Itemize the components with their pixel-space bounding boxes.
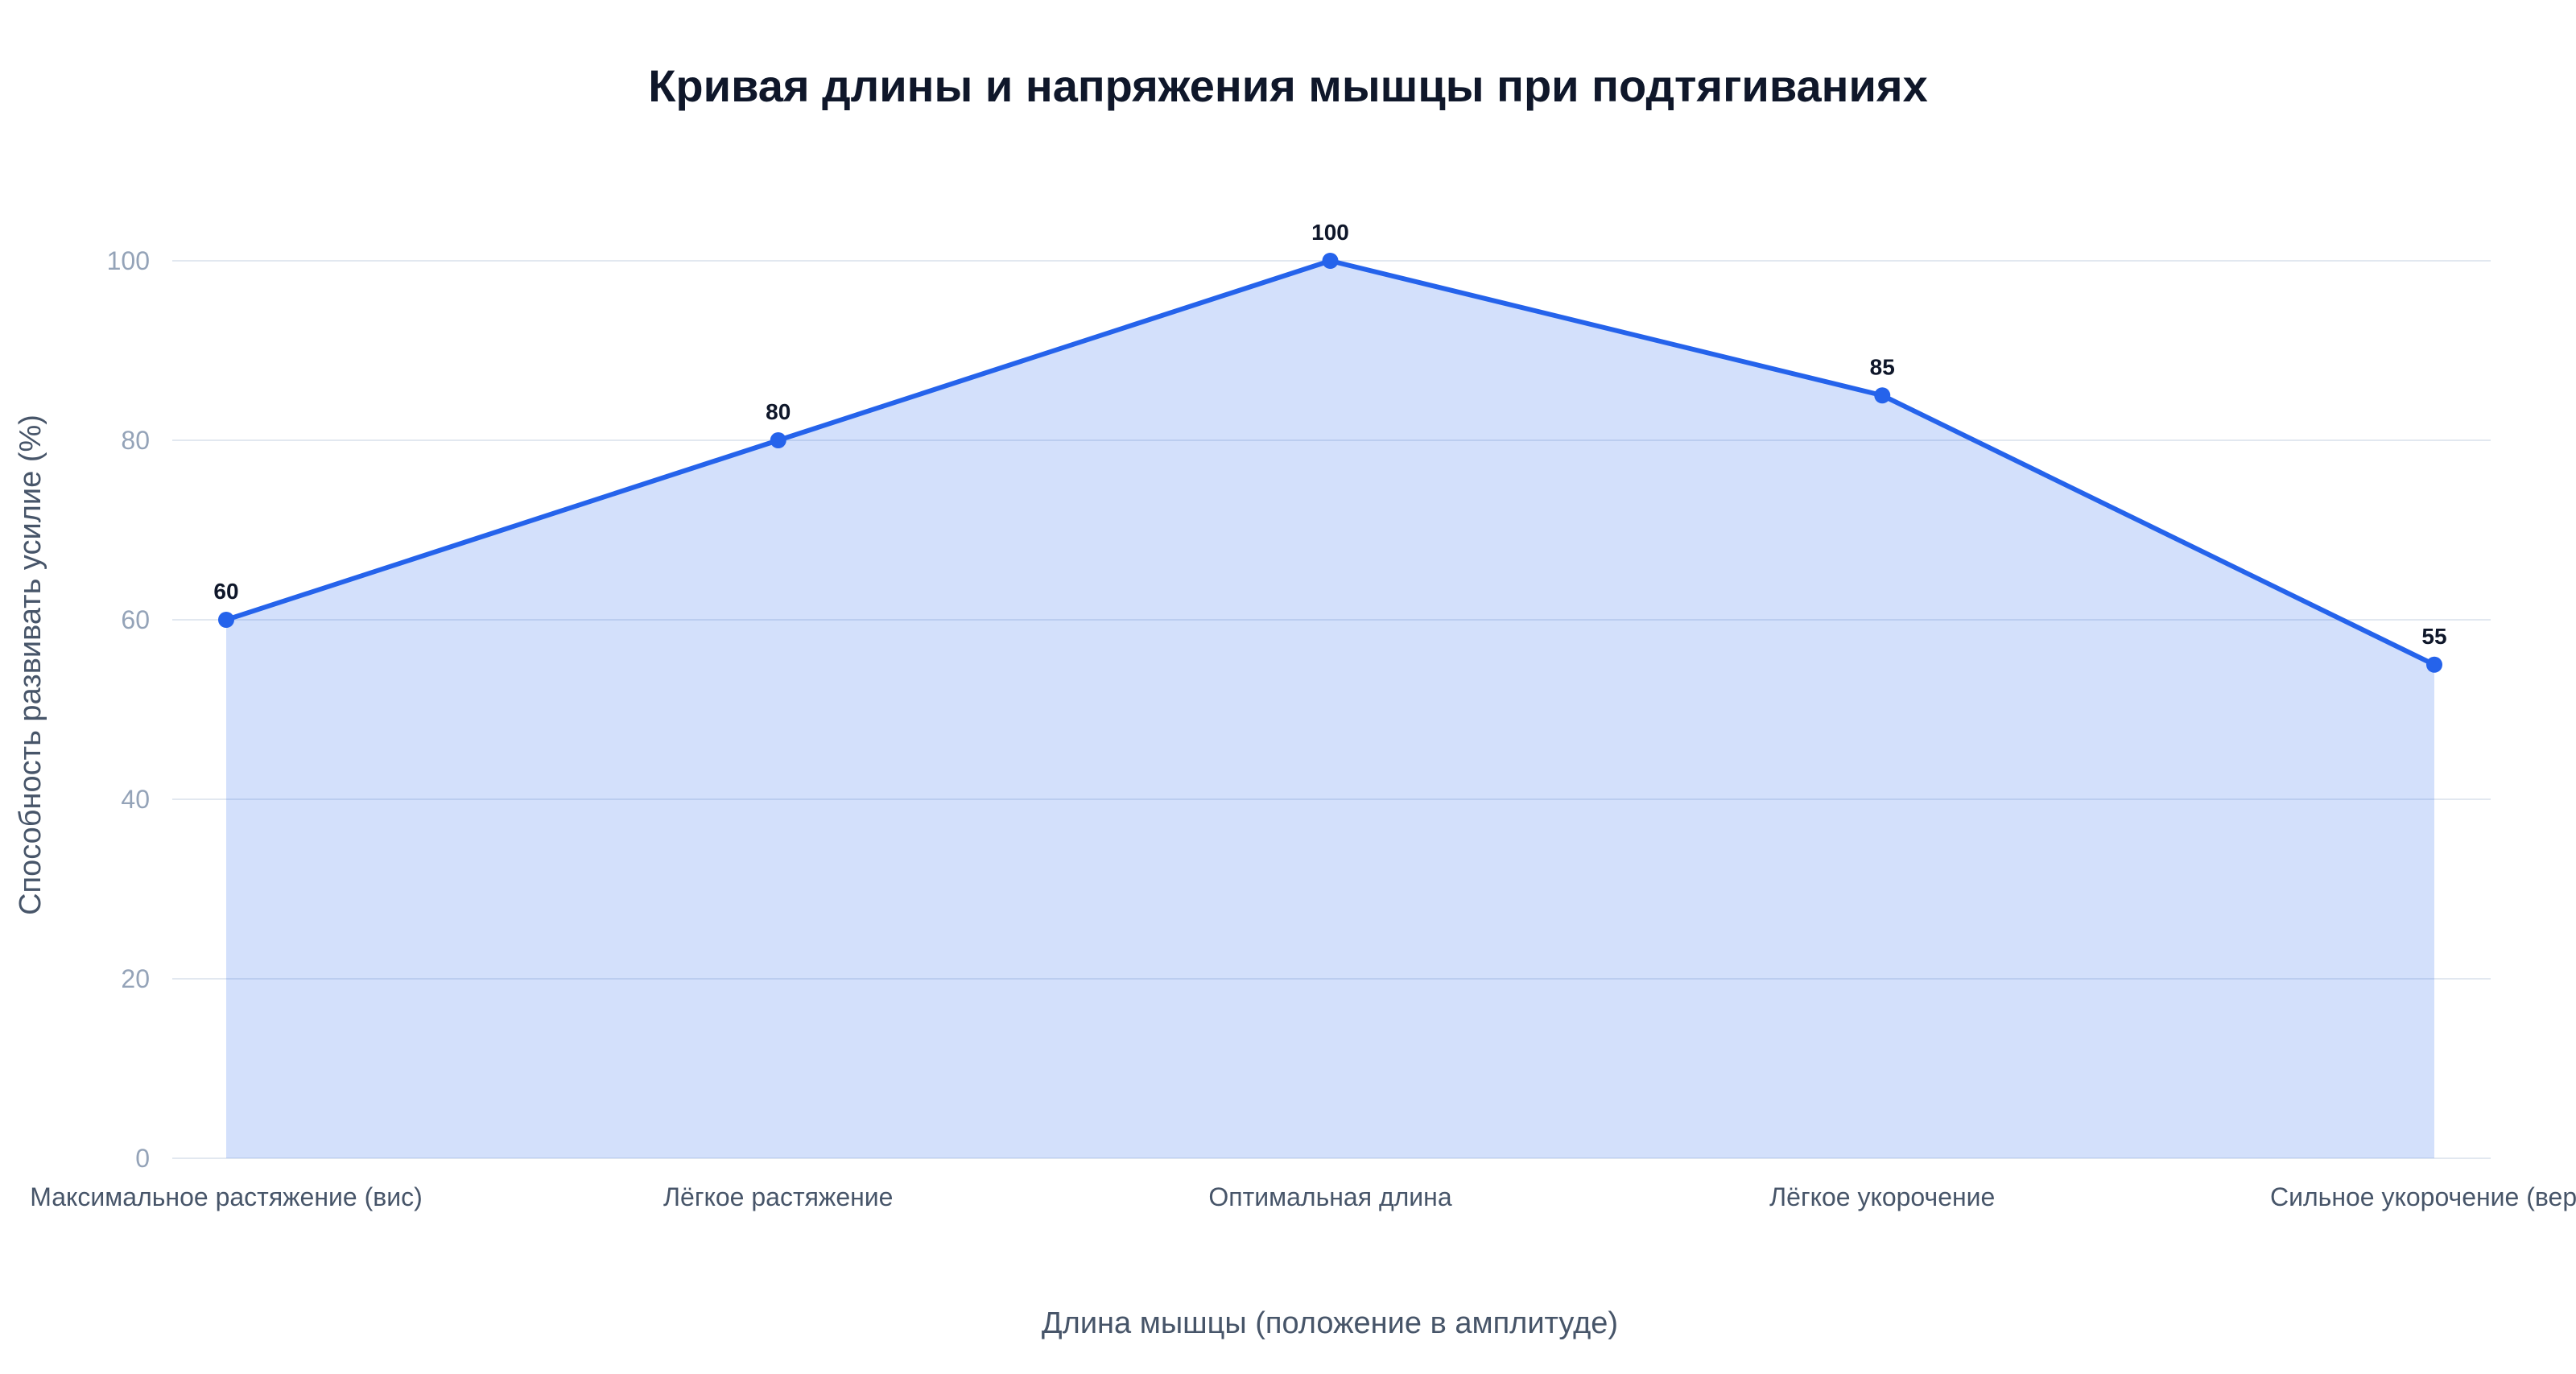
x-tick-label: Максимальное растяжение (вис)	[30, 1182, 423, 1211]
data-label: 80	[766, 399, 791, 424]
x-tick-label: Сильное укорочение (верх)	[2270, 1182, 2576, 1211]
data-point	[1322, 253, 1339, 269]
x-tick-label: Оптимальная длина	[1208, 1182, 1451, 1211]
data-points	[218, 253, 2442, 673]
x-axis-ticks: Максимальное растяжение (вис) Лёгкое раст…	[30, 1182, 2576, 1211]
data-label: 60	[213, 579, 238, 604]
y-tick-label: 80	[121, 426, 150, 455]
y-axis-title: Способность развивать усилие (%)	[14, 415, 47, 915]
data-point	[218, 612, 234, 628]
y-axis-ticks: 0 20 40 60 80 100	[107, 246, 150, 1173]
y-tick-label: 60	[121, 605, 150, 634]
data-label: 85	[1870, 354, 1895, 379]
y-tick-label: 0	[135, 1144, 150, 1173]
data-point	[1874, 387, 1891, 404]
y-tick-label: 40	[121, 785, 150, 814]
x-axis-title: Длина мышцы (положение в амплитуде)	[1042, 1306, 1618, 1340]
data-labels: 60 80 100 85 55	[213, 220, 2446, 649]
x-tick-label: Лёгкое укорочение	[1769, 1182, 1995, 1211]
area-fill	[226, 261, 2434, 1158]
y-tick-label: 20	[121, 964, 150, 993]
chart-title: Кривая длины и напряжения мышцы при подт…	[648, 60, 1928, 111]
y-tick-label: 100	[107, 246, 150, 275]
data-label: 55	[2421, 624, 2446, 649]
data-label: 100	[1311, 220, 1349, 245]
data-point	[2426, 656, 2442, 673]
data-point	[770, 432, 786, 448]
x-tick-label: Лёгкое растяжение	[663, 1182, 893, 1211]
